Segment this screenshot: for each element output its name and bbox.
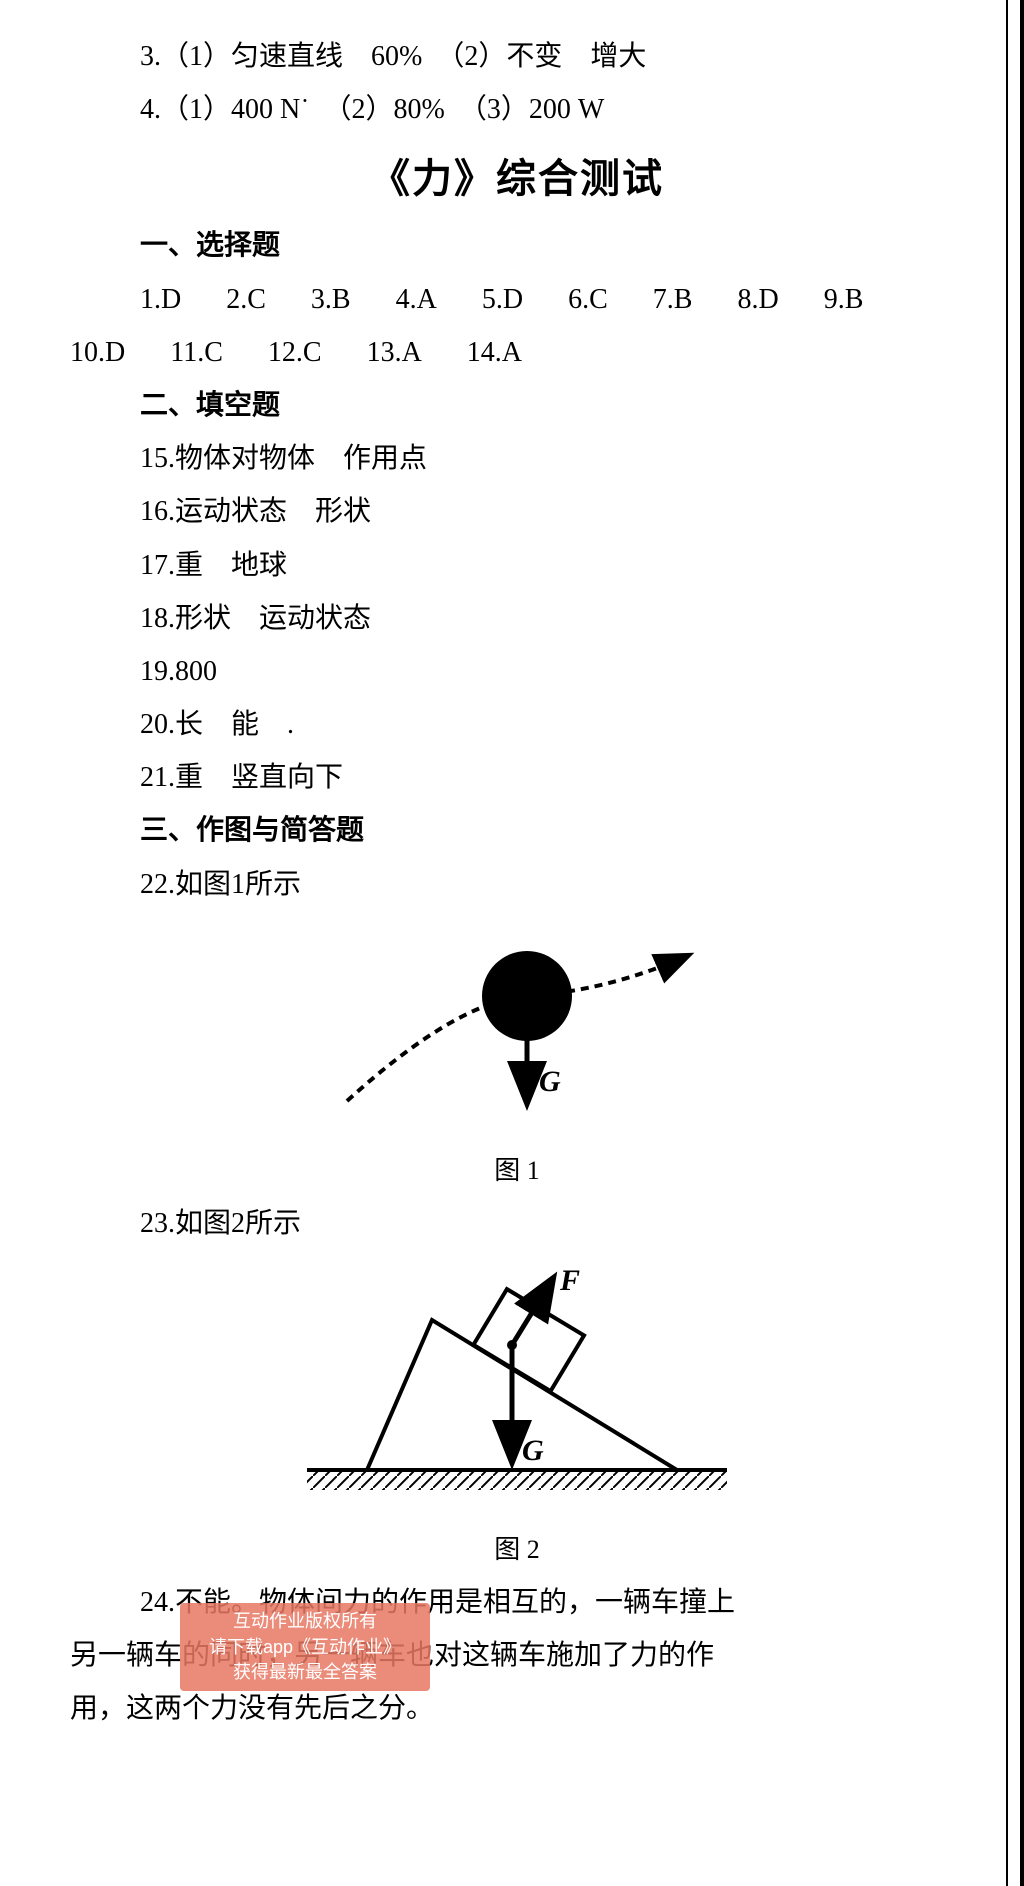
ground-hatch [307,1470,727,1490]
ans-3: 3.B [311,273,351,326]
watermark-l2: 请下载app《互动作业》 [184,1635,426,1660]
q22-text: 22.如图1所示 [70,858,964,911]
watermark-l3: 获得最新最全答案 [184,1660,426,1685]
ans-6: 6.C [568,273,608,326]
figure-1-caption: 图 1 [70,1150,964,1187]
label-g: G [539,1065,561,1098]
ans-9: 9.B [824,273,864,326]
watermark-l1: 互动作业版权所有 [184,1609,426,1634]
watermark-badge: 互动作业版权所有 请下载app《互动作业》 获得最新最全答案 [180,1603,430,1691]
ans-1: 1.D [140,273,181,326]
page-title: 《力》综合测试 [70,146,964,204]
ans-10: 10.D [70,326,125,379]
figure-2-svg: F G [277,1260,757,1520]
fill-20: 20.长 能 . [70,698,964,751]
figure-2: F G 图 2 [70,1260,964,1566]
page-right-border [1020,0,1024,1886]
fill-19: 19.800 [70,645,964,698]
label-g2: G [522,1434,544,1467]
fill-21: 21.重 竖直向下 [70,751,964,804]
ans-4: 4.A [396,273,437,326]
mc-answers-row2: 10.D 11.C 12.C 13.A 14.A [70,326,964,379]
page-right-border-inner [1006,0,1008,1886]
fill-17: 17.重 地球 [70,539,964,592]
ans-12: 12.C [268,326,322,379]
mc-answers-row1: 1.D 2.C 3.B 4.A 5.D 6.C 7.B 8.D 9.B [70,273,964,326]
ans-13: 13.A [367,326,422,379]
ans-11: 11.C [170,326,223,379]
fill-18: 18.形状 运动状态 [70,592,964,645]
figure-1-svg: G [307,921,727,1141]
block-on-incline [473,1289,584,1391]
label-f: F [559,1264,580,1297]
ans-5: 5.D [482,273,523,326]
ans-2: 2.C [226,273,266,326]
figure-1: G 图 1 [70,921,964,1187]
ans-7: 7.B [653,273,693,326]
ans-8: 8.D [737,273,778,326]
section-2-head: 二、填空题 [70,379,964,432]
prev-answer-3: 3.（1）匀速直线 60% （2）不变 增大 [70,30,964,83]
section-1-head: 一、选择题 [70,219,964,272]
fill-15: 15.物体对物体 作用点 [70,432,964,485]
section-3-head: 三、作图与简答题 [70,804,964,857]
prev-answer-4: 4.（1）400 N˙ （2）80% （3）200 W [70,83,964,136]
q23-text: 23.如图2所示 [70,1197,964,1250]
fill-16: 16.运动状态 形状 [70,485,964,538]
figure-2-caption: 图 2 [70,1529,964,1566]
ans-14: 14.A [467,326,522,379]
